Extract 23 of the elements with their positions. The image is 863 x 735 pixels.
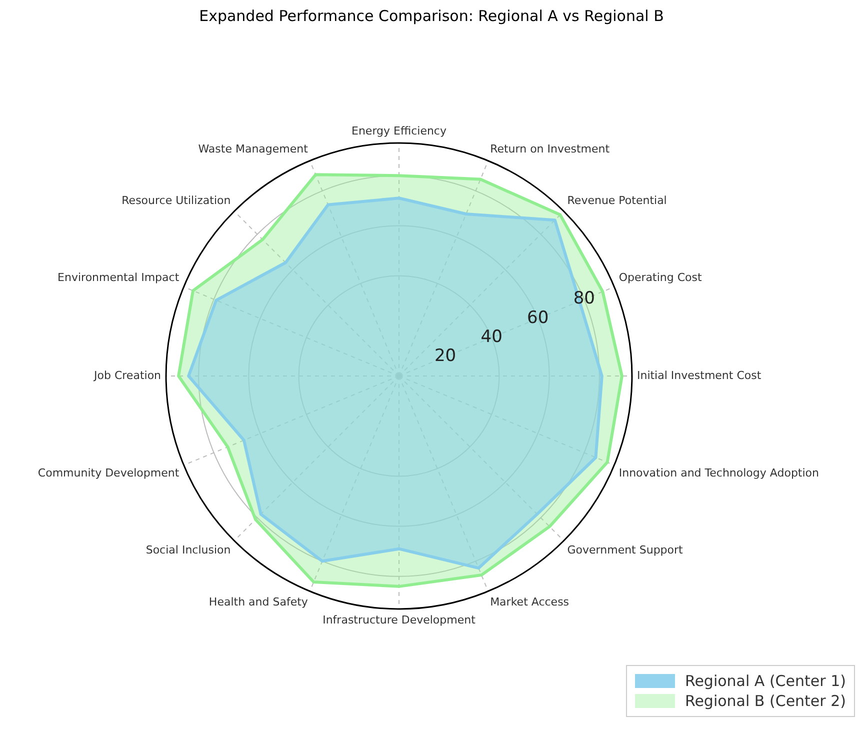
spoke-label: Market Access [490, 595, 570, 608]
y-tick-label: 40 [480, 327, 502, 348]
spoke-label: Environmental Impact [58, 271, 180, 284]
spoke-label: Infrastructure Development [322, 613, 476, 626]
spoke-label: Return on Investment [490, 142, 610, 156]
spoke-label: Energy Efficiency [352, 124, 447, 138]
spoke-label: Health and Safety [208, 595, 308, 608]
spoke-label: Revenue Potential [567, 194, 667, 207]
y-tick-label: 60 [527, 308, 549, 328]
spoke-label: Operating Cost [618, 271, 702, 284]
spoke-label: Community Development [38, 466, 180, 480]
legend-label: Regional B (Center 2) [684, 692, 846, 710]
spoke-label: Government Support [567, 544, 684, 557]
spoke-label: Waste Management [198, 142, 309, 156]
y-tick-label: 20 [434, 346, 456, 366]
y-tick-label: 80 [573, 288, 595, 309]
spoke-label: Resource Utilization [122, 194, 231, 207]
spoke-label: Initial Investment Cost [636, 368, 762, 382]
spoke-label: Innovation and Technology Adoption [618, 466, 820, 480]
chart-title: Expanded Performance Comparison: Regional A vs Regional B [199, 6, 664, 25]
spoke-label: Social Inclusion [146, 544, 231, 557]
spoke-label: Job Creation [93, 368, 162, 382]
legend-label: Regional A (Center 1) [684, 672, 846, 690]
